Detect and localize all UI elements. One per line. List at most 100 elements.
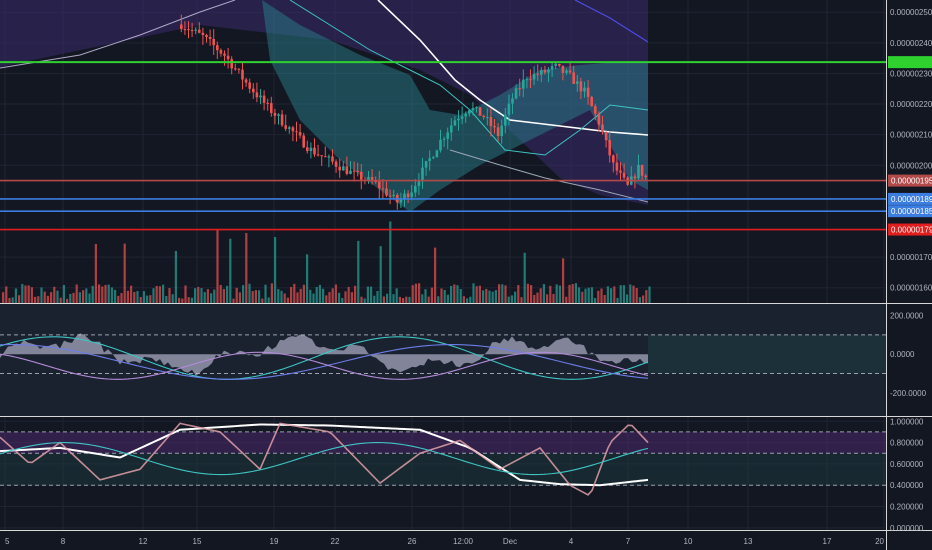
candle xyxy=(511,93,514,114)
volume-bar xyxy=(379,246,382,303)
current-price-badge xyxy=(888,56,932,69)
candles[interactable] xyxy=(180,14,647,210)
candle-body xyxy=(640,164,644,176)
volume-bar xyxy=(619,285,622,303)
candle-body xyxy=(450,125,453,133)
volume-bar xyxy=(331,288,334,303)
candle-body xyxy=(637,164,640,179)
candle-body xyxy=(558,63,561,66)
candle xyxy=(226,47,230,69)
volume-bar xyxy=(254,290,257,303)
volume-bar xyxy=(517,285,520,303)
candle-body xyxy=(230,59,233,69)
candle xyxy=(284,114,287,132)
candle-body xyxy=(406,193,410,198)
volume-bar xyxy=(376,290,379,303)
volume-bar xyxy=(411,285,414,303)
volume-bar xyxy=(34,296,37,303)
candle-body xyxy=(248,82,251,89)
time-tick-label: Dec xyxy=(503,537,517,546)
candle xyxy=(439,129,442,153)
volume-bar xyxy=(78,292,81,303)
volume-bar xyxy=(600,288,603,303)
candle xyxy=(306,140,309,154)
candle-body xyxy=(540,70,543,75)
volume-bar xyxy=(245,232,248,303)
volume-bar xyxy=(558,285,561,303)
candle xyxy=(500,119,503,144)
volume-bar xyxy=(478,285,481,303)
candle xyxy=(637,154,640,182)
volume-bar xyxy=(469,296,472,303)
time-axis[interactable]: 5 8 12 15 19 22 26 12:00 Dec 4 7 10 13 17 20 xyxy=(5,537,885,546)
candle-body xyxy=(345,166,349,174)
candle-body xyxy=(223,53,226,56)
volume-bar xyxy=(18,295,21,303)
volume-bar xyxy=(82,290,85,303)
volume-bar xyxy=(587,287,590,303)
candle xyxy=(471,102,475,116)
volume-bar xyxy=(162,284,165,303)
candle-body xyxy=(500,125,503,137)
volume-bar xyxy=(606,286,609,303)
time-tick-label: 17 xyxy=(823,537,832,546)
candle xyxy=(561,65,565,81)
candle-body xyxy=(302,135,305,148)
osc1-blue-line xyxy=(0,344,649,380)
volume-bar xyxy=(146,295,149,303)
candle-body xyxy=(525,79,529,81)
candle-body xyxy=(576,81,579,84)
volume-bar xyxy=(542,284,545,303)
candle-body xyxy=(313,147,316,155)
candle-body xyxy=(432,157,435,159)
candle-body xyxy=(212,38,215,46)
candle xyxy=(241,62,244,90)
candle xyxy=(385,181,388,198)
volume-bar xyxy=(398,296,401,303)
candle xyxy=(406,190,410,203)
candle-body xyxy=(601,124,604,132)
candle-body xyxy=(316,154,320,156)
volume-bar xyxy=(270,283,273,303)
candle xyxy=(529,69,532,88)
candle-body xyxy=(550,65,554,70)
volume-bar xyxy=(14,288,17,303)
candle xyxy=(324,146,327,158)
candle xyxy=(367,171,370,184)
candle xyxy=(615,153,619,176)
candle-body xyxy=(565,70,568,73)
volume-bar xyxy=(290,287,293,303)
candle xyxy=(378,171,381,200)
volume-bar xyxy=(325,295,328,303)
volume-bar xyxy=(594,298,597,303)
candle xyxy=(230,56,233,75)
volume-bar xyxy=(354,285,357,303)
volume-bar xyxy=(555,284,558,303)
candle xyxy=(457,110,460,131)
volume-bar xyxy=(370,286,373,303)
volume-bar xyxy=(293,283,296,303)
candle-body xyxy=(594,106,597,114)
volume-bar xyxy=(66,298,69,303)
price-badge-label: 0.00000179 xyxy=(891,226,932,235)
price-axis[interactable]: 0.00000195 0.00000189 0.00000185 0.00000179… xyxy=(888,8,932,533)
candle-body xyxy=(522,79,525,89)
candle xyxy=(356,162,359,177)
volume-bar xyxy=(363,298,366,303)
candle xyxy=(583,81,586,98)
candle xyxy=(302,132,305,149)
candle-body xyxy=(241,69,244,80)
volume-bar xyxy=(206,289,209,303)
candle-body xyxy=(442,138,446,140)
candle xyxy=(424,160,428,176)
candle-body xyxy=(183,29,187,31)
candle xyxy=(280,110,284,127)
volume-bar xyxy=(622,285,625,303)
candle xyxy=(586,80,590,105)
volume-bar xyxy=(8,298,11,303)
volume-bar xyxy=(85,288,88,303)
teal-ma-line xyxy=(289,0,649,156)
